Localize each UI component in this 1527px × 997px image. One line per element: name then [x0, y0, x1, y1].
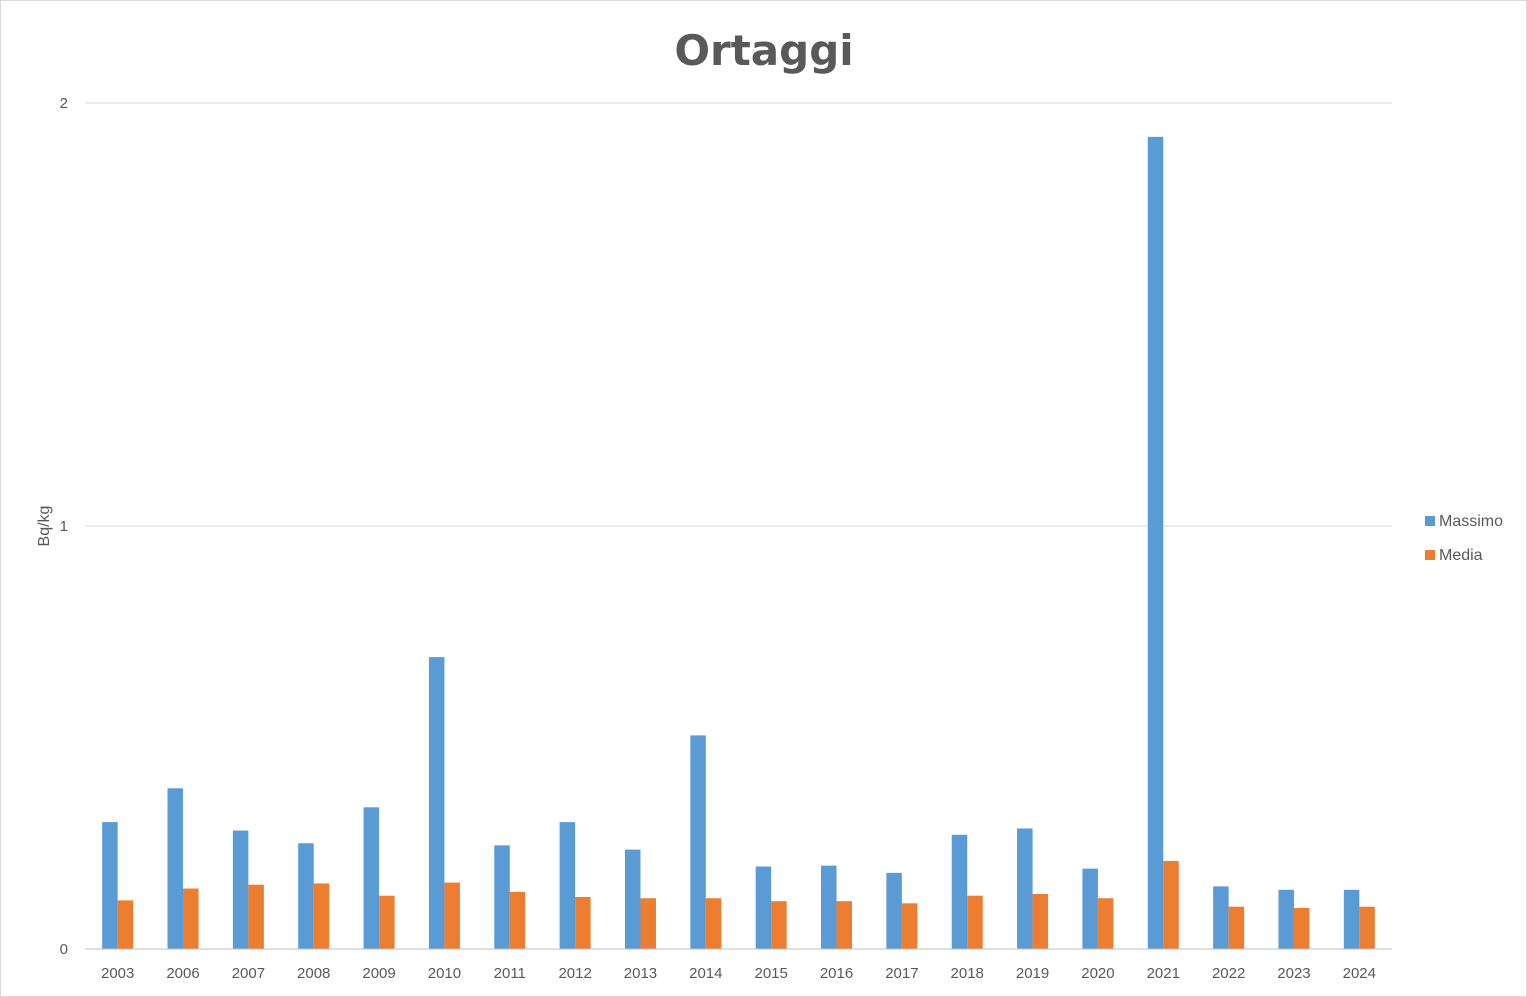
bar-media-2010: [444, 882, 460, 949]
bar-massimo-2024: [1343, 889, 1360, 949]
bar-massimo-2011: [494, 845, 510, 949]
y-tick-label: 1: [60, 518, 68, 535]
bar-massimo-2015: [755, 866, 772, 949]
x-tick-label: 2013: [624, 965, 657, 982]
bar-massimo-2009: [363, 807, 380, 949]
x-tick-label: 2018: [951, 965, 984, 982]
x-tick-label: 2007: [232, 965, 265, 982]
x-tick-label: 2024: [1343, 965, 1376, 982]
bar-massimo-2010: [428, 657, 445, 949]
bar-media-2006: [183, 888, 199, 949]
x-tick-label: 2012: [558, 965, 591, 982]
bar-media-2024: [1359, 906, 1375, 949]
legend-label-media: Media: [1439, 547, 1483, 564]
bar-media-2018: [967, 895, 983, 949]
bar-massimo-2022: [1213, 886, 1229, 949]
bar-massimo-2021: [1147, 136, 1164, 950]
bar-massimo-2003: [102, 822, 118, 949]
x-tick-label: 2020: [1081, 965, 1114, 982]
bar-media-2015: [771, 901, 787, 949]
x-tick-label: 2006: [166, 965, 199, 982]
x-tick-label: 2014: [689, 965, 722, 982]
bar-massimo-2012: [559, 822, 576, 949]
bar-massimo-2018: [951, 834, 968, 949]
x-tick-label: 2021: [1147, 965, 1180, 982]
bar-massimo-2023: [1278, 889, 1294, 949]
bar-media-2020: [1097, 898, 1114, 949]
bar-media-2021: [1163, 861, 1179, 949]
y-tick-label: 2: [60, 95, 68, 112]
bars: [102, 136, 1375, 950]
y-tick-labels: 0 1 2: [60, 95, 68, 958]
x-tick-label: 2023: [1277, 965, 1310, 982]
x-tick-label: 2015: [754, 965, 787, 982]
bar-massimo-2017: [886, 872, 902, 949]
x-tick-label: 2011: [494, 965, 526, 982]
bar-massimo-2019: [1017, 828, 1033, 949]
bar-massimo-2020: [1082, 868, 1098, 949]
legend-swatch-media: [1425, 550, 1435, 560]
x-tick-labels: 2003 2006 2007 2008 2009 2010 2011 2012 2013 2014…: [101, 965, 1376, 982]
bar-massimo-2014: [690, 735, 706, 949]
bar-media-2011: [509, 891, 526, 949]
bar-media-2009: [379, 895, 395, 949]
bar-media-2014: [705, 898, 722, 949]
legend-label-massimo: Massimo: [1439, 513, 1503, 530]
bar-media-2008: [313, 883, 330, 949]
x-tick-label: 2019: [1016, 965, 1049, 982]
x-tick-label: 2009: [362, 965, 395, 982]
bar-media-2013: [640, 898, 656, 949]
x-tick-label: 2017: [885, 965, 918, 982]
x-tick-label: 2008: [297, 965, 330, 982]
bar-massimo-2006: [167, 788, 184, 949]
x-tick-label: 2010: [428, 965, 461, 982]
bar-massimo-2008: [298, 843, 314, 949]
bar-media-2007: [248, 884, 264, 949]
y-axis-label: Bq/kg: [36, 506, 53, 547]
bar-media-2023: [1293, 907, 1310, 949]
y-tick-label: 0: [60, 941, 68, 958]
bar-media-2019: [1032, 894, 1049, 949]
bar-massimo-2007: [232, 830, 249, 949]
gridlines: [85, 102, 1392, 527]
bar-media-2016: [836, 901, 853, 949]
x-tick-label: 2016: [820, 965, 853, 982]
chart-title: Ortaggi: [674, 26, 853, 75]
bar-massimo-2016: [821, 865, 837, 949]
bar-media-2022: [1228, 906, 1245, 949]
bar-massimo-2013: [624, 849, 641, 949]
x-tick-label: 2003: [101, 965, 134, 982]
legend-swatch-massimo: [1425, 516, 1435, 526]
x-tick-label: 2022: [1212, 965, 1245, 982]
bar-media-2003: [117, 900, 134, 949]
bar-media-2012: [575, 896, 591, 949]
bar-media-2017: [901, 903, 918, 949]
legend: Massimo Media: [1425, 513, 1503, 564]
